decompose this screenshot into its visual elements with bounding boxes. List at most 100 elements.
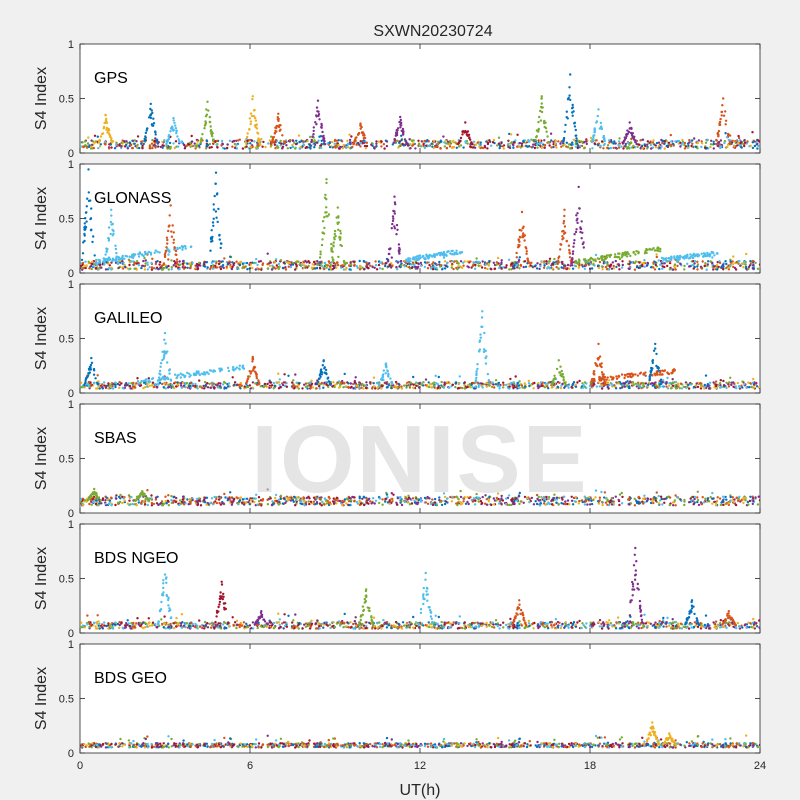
- baseline-point: [718, 261, 722, 265]
- baseline-point: [291, 381, 294, 384]
- baseline-point: [453, 260, 456, 263]
- spike-point: [165, 246, 168, 249]
- ramp-point: [592, 259, 595, 262]
- baseline-point: [456, 387, 460, 390]
- spike-point: [399, 123, 402, 127]
- baseline-point: [215, 139, 219, 143]
- baseline-point: [551, 267, 554, 270]
- spike-point: [365, 141, 369, 144]
- baseline-point: [266, 382, 269, 386]
- baseline-point: [619, 382, 623, 385]
- spike-point: [109, 135, 112, 139]
- baseline-point: [612, 267, 616, 270]
- baseline-point: [233, 381, 237, 384]
- ramp-point: [438, 251, 441, 255]
- spike-point: [395, 233, 398, 236]
- baseline-point: [508, 385, 511, 388]
- baseline-point: [126, 147, 130, 150]
- baseline-point: [428, 263, 431, 267]
- baseline-point: [564, 264, 567, 268]
- spike-point: [719, 117, 722, 121]
- baseline-point: [347, 146, 350, 149]
- axes-box: [79, 43, 761, 154]
- baseline-point: [658, 383, 661, 386]
- ramp-point: [600, 258, 604, 262]
- baseline-point: [338, 385, 342, 389]
- baseline-point: [679, 382, 683, 385]
- spike-point: [89, 199, 92, 202]
- spike-point: [154, 133, 157, 136]
- spike-point: [250, 114, 254, 118]
- baseline-point: [653, 385, 657, 389]
- baseline-point: [313, 140, 316, 143]
- baseline-point: [167, 268, 170, 271]
- baseline-point: [614, 146, 617, 150]
- baseline-point: [408, 138, 411, 141]
- baseline-point: [613, 140, 616, 143]
- baseline-point: [475, 257, 478, 260]
- spike-point: [248, 117, 252, 120]
- spike-point: [321, 238, 324, 241]
- baseline-point: [323, 267, 326, 271]
- baseline-point: [449, 260, 452, 263]
- baseline-point: [492, 261, 495, 264]
- baseline-point: [692, 267, 695, 270]
- spike-point: [154, 130, 157, 133]
- baseline-point: [283, 373, 286, 376]
- spike-point: [394, 134, 397, 137]
- baseline-point: [352, 387, 355, 390]
- baseline-point: [560, 145, 563, 148]
- ramp-point: [708, 253, 711, 256]
- baseline-point: [353, 263, 356, 267]
- baseline-point: [524, 383, 527, 386]
- baseline-point: [530, 138, 533, 141]
- baseline-point: [459, 260, 463, 263]
- baseline-point: [309, 135, 312, 139]
- baseline-point: [157, 268, 160, 271]
- spike-point: [165, 142, 168, 146]
- baseline-point: [118, 380, 121, 384]
- baseline-point: [463, 260, 466, 263]
- baseline-point: [706, 383, 710, 386]
- baseline-point: [583, 381, 587, 384]
- baseline-point: [328, 145, 332, 149]
- spike-point: [571, 114, 574, 117]
- baseline-point: [362, 259, 365, 263]
- spike-point: [323, 216, 326, 219]
- baseline-point: [269, 381, 272, 384]
- spike-point: [399, 259, 403, 263]
- baseline-point: [128, 141, 132, 144]
- spike-point: [276, 118, 279, 121]
- spike-point: [321, 364, 324, 367]
- baseline-point: [485, 381, 488, 385]
- baseline-point: [477, 385, 480, 389]
- baseline-point: [110, 268, 113, 271]
- baseline-point: [614, 142, 617, 145]
- baseline-point: [294, 147, 297, 150]
- baseline-point: [717, 140, 721, 144]
- baseline-point: [448, 382, 451, 385]
- baseline-point: [443, 145, 446, 148]
- baseline-point: [186, 266, 189, 269]
- spike-point: [621, 142, 625, 145]
- spike-point: [318, 377, 321, 380]
- spike-point: [571, 250, 575, 253]
- baseline-point: [273, 384, 276, 387]
- baseline-point: [611, 261, 614, 264]
- baseline-point: [722, 379, 725, 383]
- spike-point: [552, 378, 555, 381]
- spike-point: [483, 331, 486, 335]
- baseline-point: [755, 382, 758, 385]
- baseline-point: [129, 143, 133, 147]
- baseline-point: [450, 266, 453, 269]
- baseline-point: [663, 265, 666, 269]
- baseline-point: [235, 260, 238, 263]
- spike-point: [487, 382, 491, 385]
- baseline-point: [550, 146, 553, 149]
- y-axis-label: S4 Index: [33, 307, 50, 370]
- baseline-point: [241, 266, 244, 270]
- spike-point: [320, 243, 324, 247]
- spike-point: [398, 248, 401, 251]
- baseline-point: [630, 382, 634, 386]
- baseline-point: [546, 261, 550, 265]
